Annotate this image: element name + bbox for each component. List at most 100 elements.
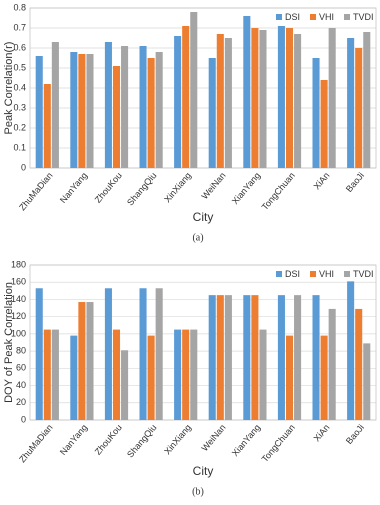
x-tick-label: BaoJi: [344, 170, 366, 194]
bar: [139, 46, 147, 168]
caption: (a): [192, 232, 203, 243]
x-tick-label: TongChuan: [260, 422, 297, 464]
legend-label: DSI: [285, 269, 300, 279]
bar: [347, 38, 355, 168]
bar: [216, 34, 224, 168]
bar: [112, 66, 121, 168]
bar: [328, 28, 336, 168]
y-tick-label: 180: [11, 259, 26, 269]
bar: [328, 308, 336, 420]
bar: [259, 329, 267, 420]
y-tick-label: 160: [11, 277, 26, 287]
caption: (b): [192, 486, 204, 497]
bar: [355, 308, 363, 420]
legend-label: TVDI: [353, 12, 374, 22]
y-tick-label: 0.2: [13, 122, 26, 132]
plot-frame: [29, 264, 377, 421]
bar: [43, 329, 51, 420]
bar: [147, 58, 155, 168]
x-tick-label: WeiNan: [200, 422, 228, 453]
y-tick-label: 0.7: [13, 22, 26, 32]
x-tick-label: ShangQiu: [125, 422, 158, 459]
bar: [86, 54, 94, 168]
bar: [182, 26, 190, 168]
bar: [224, 38, 232, 168]
y-tick-label: 0: [21, 162, 26, 172]
x-tick-label: ShangQiu: [125, 170, 158, 207]
bar: [251, 28, 259, 168]
bar: [216, 295, 224, 420]
legend-swatch: [276, 14, 282, 20]
bar: [208, 58, 216, 168]
y-tick-label: 0: [21, 414, 26, 424]
x-tick-label: XiAn: [312, 170, 332, 191]
bar: [78, 302, 86, 420]
bar: [70, 335, 78, 420]
y-tick-label: 0.6: [13, 42, 26, 52]
bar: [208, 295, 216, 420]
x-axis-title: City: [193, 210, 214, 224]
bar: [320, 80, 328, 168]
bar: [259, 30, 267, 168]
bar: [294, 295, 302, 420]
bar: [312, 58, 320, 168]
bar: [243, 16, 251, 168]
legend-label: TVDI: [353, 269, 374, 279]
bar: [277, 26, 285, 168]
y-tick-label: 0.8: [13, 2, 26, 12]
y-axis-title: Peak Correlation(r): [3, 42, 15, 135]
x-tick-label: ZhuMaDian: [17, 422, 55, 464]
bar: [35, 288, 43, 420]
bar: [121, 350, 129, 420]
x-tick-label: TongChuan: [260, 170, 297, 212]
x-tick-label: NanYang: [58, 422, 89, 457]
x-tick-label: XianYang: [230, 422, 262, 458]
bar: [51, 42, 59, 168]
bar: [104, 288, 112, 420]
legend-label: VHI: [319, 269, 334, 279]
bar: [347, 281, 355, 420]
x-axis-title: City: [193, 464, 214, 478]
bar: [139, 288, 147, 420]
x-tick-label: ZhuMaDian: [17, 170, 55, 212]
bar: [243, 295, 251, 420]
bar: [121, 46, 129, 168]
bar: [112, 329, 121, 420]
x-tick-label: XinXiang: [162, 170, 193, 204]
legend-swatch: [310, 271, 316, 277]
legend-label: DSI: [285, 12, 300, 22]
legend-swatch: [276, 271, 282, 277]
bar: [320, 335, 328, 420]
y-axis-title: DOY of Peak Correlation: [3, 282, 15, 403]
x-tick-label: NanYang: [58, 170, 89, 205]
y-tick-label: 0.3: [13, 102, 26, 112]
bar: [155, 288, 163, 420]
legend-swatch: [310, 14, 316, 20]
legend-swatch: [344, 14, 350, 20]
bar: [104, 42, 112, 168]
x-tick-label: WeiNan: [200, 170, 228, 201]
y-tick-label: 0.5: [13, 62, 26, 72]
legend-swatch: [344, 271, 350, 277]
y-tick-label: 40: [16, 380, 26, 390]
bar: [363, 343, 371, 420]
y-tick-label: 120: [11, 311, 26, 321]
bar: [43, 84, 51, 168]
x-tick-label: BaoJi: [344, 422, 366, 446]
bar: [78, 54, 86, 168]
bar: [285, 335, 294, 420]
plot-frame: [29, 7, 377, 169]
bar: [190, 12, 198, 168]
bar: [355, 48, 363, 168]
legend-label: VHI: [319, 12, 334, 22]
y-tick-label: 100: [11, 328, 26, 338]
x-tick-label: ZhouKou: [93, 422, 124, 456]
bar: [174, 329, 182, 420]
bar: [251, 295, 259, 420]
bar: [277, 295, 285, 420]
bar: [147, 335, 155, 420]
x-tick-label: XianYang: [230, 170, 262, 206]
bar: [35, 56, 43, 168]
x-tick-label: ZhouKou: [93, 170, 124, 204]
